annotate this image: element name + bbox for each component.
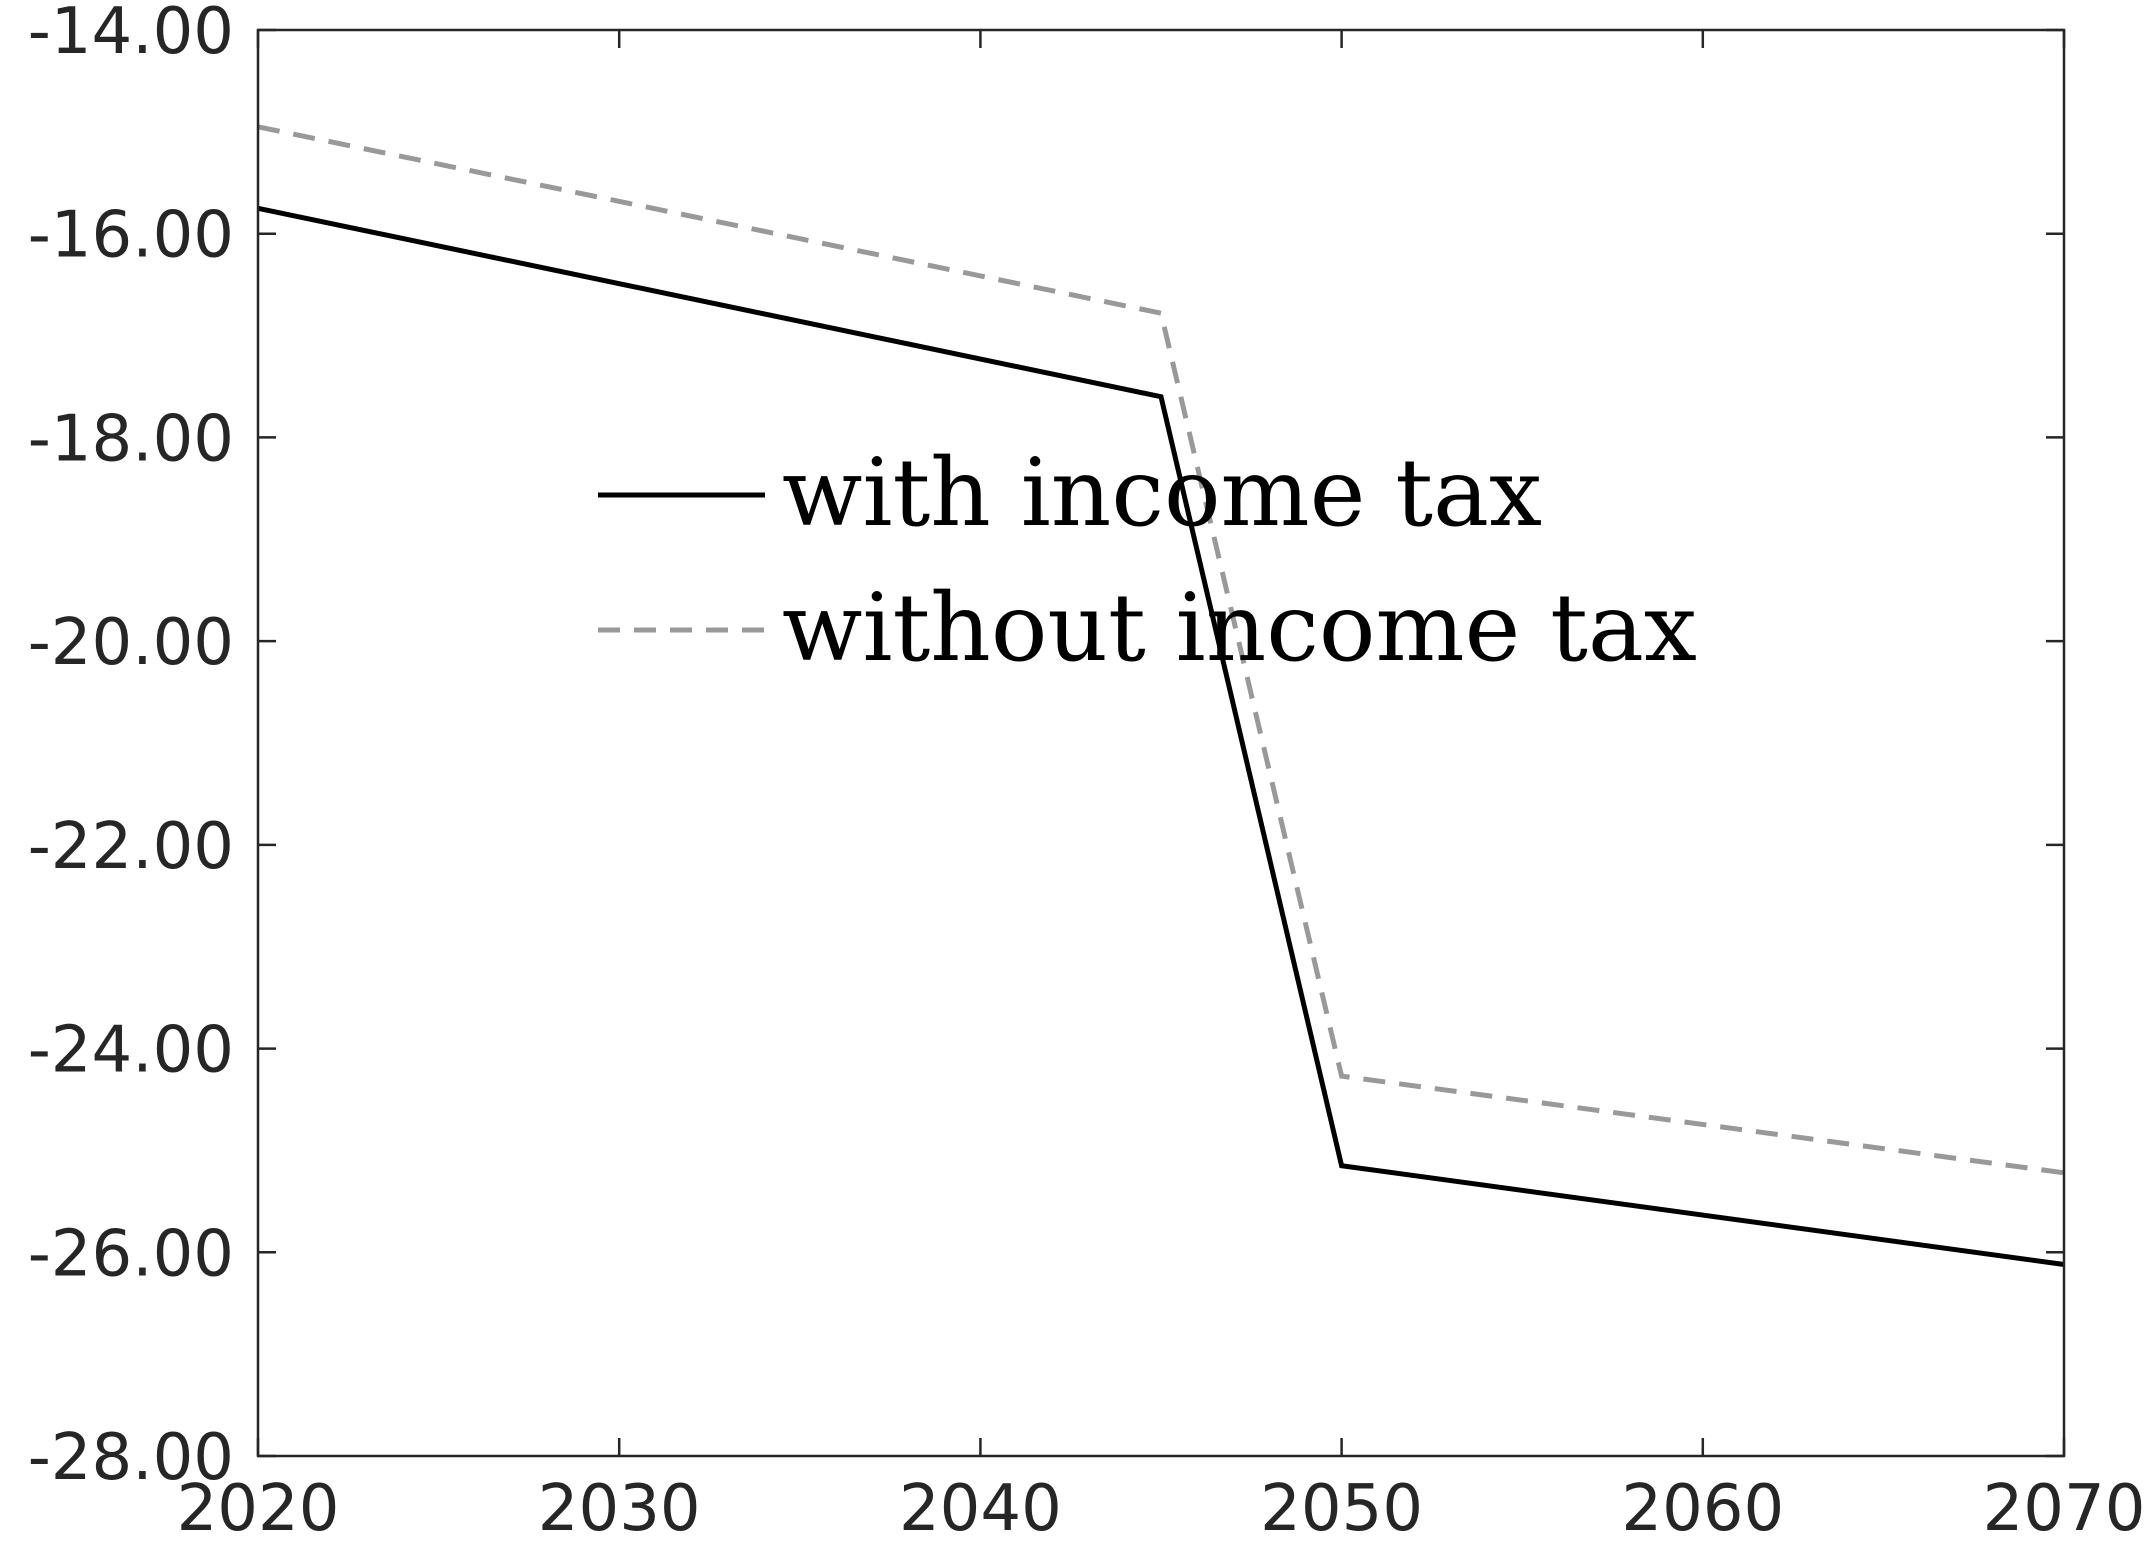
x-tick-label: 2050 xyxy=(1260,1472,1423,1546)
legend-label: without income tax xyxy=(782,574,1697,683)
plot-frame xyxy=(256,28,2066,1458)
y-tick-label: -22.00 xyxy=(28,810,234,884)
y-tick-label: -26.00 xyxy=(28,1217,234,1291)
series-line-without-income-tax xyxy=(257,124,2065,1176)
y-tick-label: -20.00 xyxy=(28,606,234,680)
y-tick-label: -28.00 xyxy=(28,1421,234,1495)
legend: with income tax without income tax xyxy=(598,439,1697,683)
tick-layer: 2020 2030 2040 2050 2060 2070 -28.00 -26.00 -24.… xyxy=(28,0,2146,1546)
y-tick-label: -16.00 xyxy=(28,199,234,273)
x-tick-label: 2030 xyxy=(538,1472,701,1546)
x-tick-label: 2040 xyxy=(899,1472,1062,1546)
series-line-with-income-tax xyxy=(257,205,2065,1267)
y-tick-label: -18.00 xyxy=(28,402,234,476)
y-tick-label: -24.00 xyxy=(28,1014,234,1088)
legend-label: with income tax xyxy=(782,439,1542,548)
series-layer xyxy=(257,124,2065,1267)
x-tick-label: 2060 xyxy=(1621,1472,1784,1546)
x-tick-label: 2070 xyxy=(1983,1472,2146,1546)
y-tick-label: -14.00 xyxy=(28,0,234,69)
x-tick-label: 2020 xyxy=(177,1472,340,1546)
plot-background xyxy=(258,30,2064,1456)
